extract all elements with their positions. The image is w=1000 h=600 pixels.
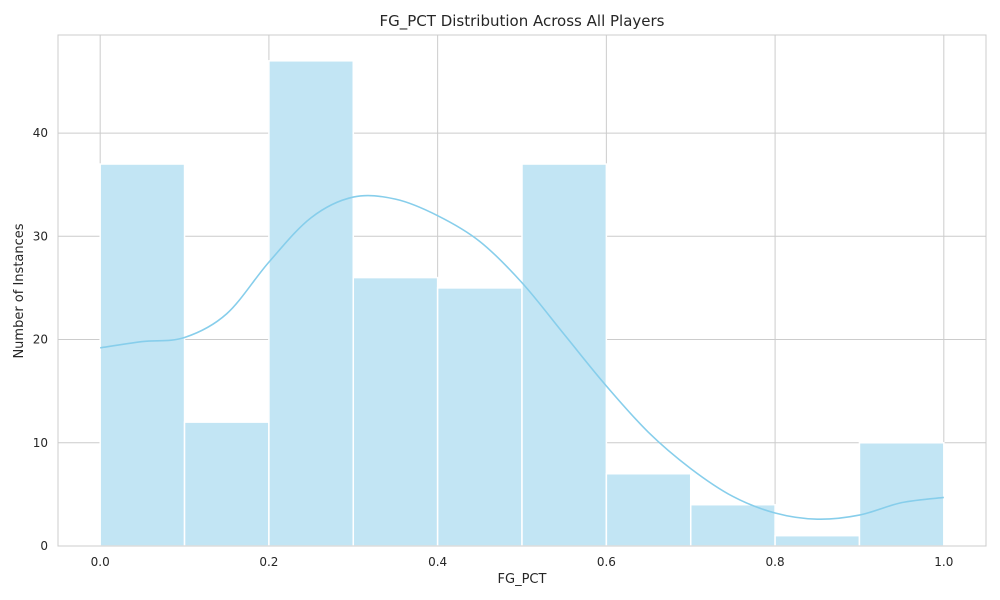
chart-title: FG_PCT Distribution Across All Players (380, 12, 665, 31)
histogram-bar (352, 276, 439, 547)
histogram-bar (774, 534, 861, 547)
x-tick-label: 0.8 (766, 555, 785, 569)
y-tick-label: 30 (33, 229, 48, 243)
x-tick-label: 0.6 (597, 555, 616, 569)
histogram-bar (689, 503, 776, 547)
histogram-bar (183, 421, 270, 547)
histogram-bar (436, 287, 523, 547)
y-tick-label: 0 (40, 539, 48, 553)
histogram-bar (268, 60, 355, 547)
y-axis-label: Number of Instances (12, 223, 27, 358)
x-axis-label: FG_PCT (498, 572, 547, 587)
x-tick-label: 0.2 (259, 555, 278, 569)
x-tick-label: 1.0 (934, 555, 953, 569)
kde-line (100, 194, 944, 520)
histogram-bar (521, 163, 608, 547)
x-tick-label: 0.0 (91, 555, 110, 569)
y-tick-label: 40 (33, 126, 48, 140)
x-tick-labels: 0.0 0.2 0.4 0.6 0.8 1.0 (91, 555, 954, 569)
bars-layer (99, 60, 945, 547)
x-tick-label: 0.4 (428, 555, 447, 569)
y-tick-label: 10 (33, 436, 48, 450)
histogram-bar (605, 472, 692, 547)
histogram-bar (99, 163, 186, 547)
y-tick-labels: 0 10 20 30 40 (33, 126, 48, 553)
y-tick-label: 20 (33, 333, 48, 347)
plot-frame (57, 34, 987, 547)
histogram-bar (858, 442, 945, 547)
